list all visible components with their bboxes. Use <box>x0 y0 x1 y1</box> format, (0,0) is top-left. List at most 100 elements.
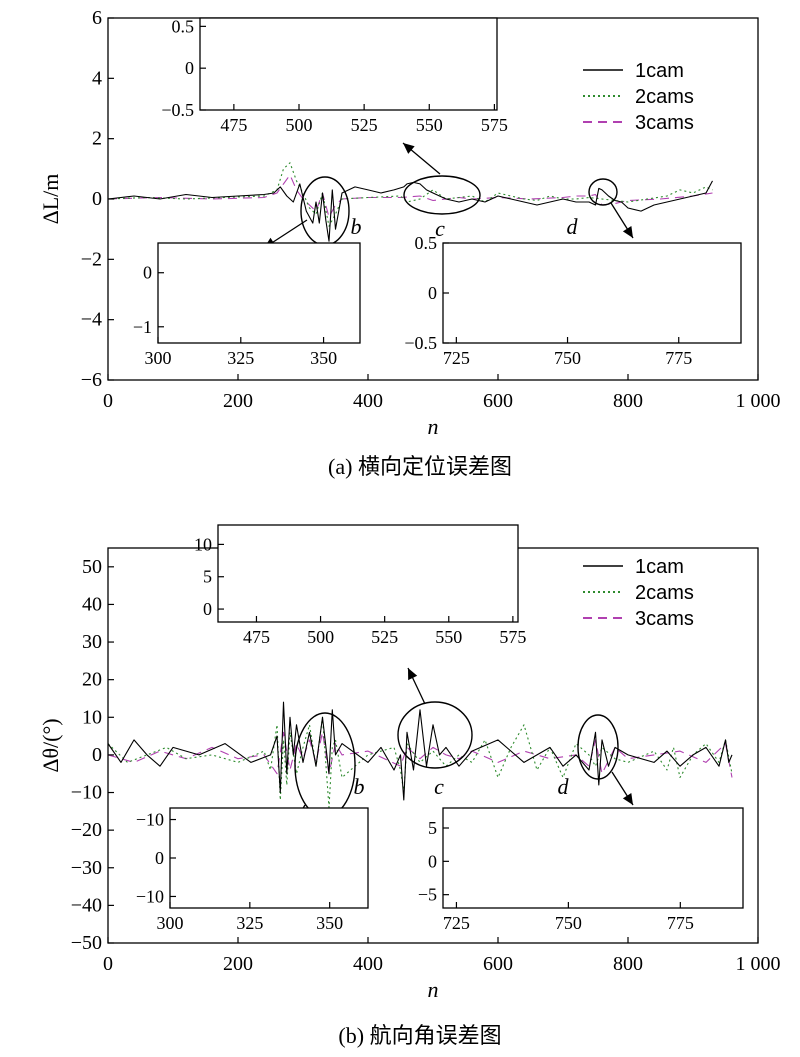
inset-b-d-xtick-label: 775 <box>667 913 694 933</box>
inset-b-d-ytick-label: 5 <box>428 818 437 838</box>
chart-b-ytick-label: 10 <box>82 706 102 728</box>
inset-a-d-xtick-label: 775 <box>665 348 692 368</box>
inset-a-c-ytick-label: 0.5 <box>172 16 195 36</box>
inset-a-b-xtick-label: 300 <box>145 348 172 368</box>
legend-label-3cams: 3cams <box>635 608 694 630</box>
inset-a-c-ytick-label: −0.5 <box>161 100 194 120</box>
caption-a: (a) 横向定位误差图 <box>328 454 512 479</box>
chart-b-xtick-label: 200 <box>223 953 253 975</box>
zoom-arrowhead <box>622 793 633 805</box>
chart-b-ylabel: Δθ/(°) <box>38 718 63 772</box>
chart-b-ytick-label: 40 <box>82 593 102 615</box>
inset-a-d-frame <box>442 242 742 344</box>
legend-label-3cams: 3cams <box>635 112 694 134</box>
chart-b-series-2cams <box>108 716 733 809</box>
chart-b-ytick-label: 30 <box>82 631 102 653</box>
zoom-ellipse <box>294 712 356 818</box>
chart-b-ytick-label: 20 <box>82 669 102 691</box>
inset-b-c-ytick-label: 10 <box>194 534 212 554</box>
inset-b-b: 300 325 350 −10 0 −10 <box>136 807 369 933</box>
chart-b-plot <box>108 701 733 809</box>
zoom-arrowhead <box>622 226 633 238</box>
chart-a-ytick-label: 4 <box>92 67 102 89</box>
chart-b-ytick-label: −40 <box>71 894 102 916</box>
chart-a-xtick-label: 800 <box>613 390 643 412</box>
inset-a-b-xtick-label: 325 <box>227 348 254 368</box>
inset-b-b-xtick-label: 325 <box>236 913 263 933</box>
inset-b-c-frame <box>217 524 519 623</box>
annotation-label: c <box>434 774 444 799</box>
inset-b-c-ytick-label: 0 <box>203 599 212 619</box>
zoom-arrowhead <box>403 143 415 154</box>
chart-b-xtick-label: 600 <box>483 953 513 975</box>
legend-a: 1cam 2cams 3cams <box>583 60 694 134</box>
inset-a-d: 725 750 775 −0.5 0 0.5 <box>404 233 742 368</box>
chart-b-ytick-label: 50 <box>82 556 102 578</box>
inset-a-c-xtick-label: 550 <box>416 115 443 135</box>
chart-a-ytick-label: 2 <box>92 128 102 150</box>
inset-a-c-frame <box>199 17 498 111</box>
inset-a-c: 475 500 525 550 575 −0.5 0 0.5 <box>161 16 508 135</box>
inset-b-b-ytick-label: −10 <box>136 886 164 906</box>
inset-b-d: 725 750 775 5 0 −5 <box>418 807 744 933</box>
inset-b-b-ytick-label: 0 <box>155 848 164 868</box>
zoom-ellipse <box>403 175 481 215</box>
inset-a-b-frame <box>157 242 361 344</box>
chart-a-xtick-label: 200 <box>223 390 253 412</box>
chart-a-series-3cams <box>108 174 713 218</box>
inset-b-c-xtick-label: 575 <box>499 627 526 647</box>
chart-b-ytick-label: −30 <box>71 857 102 879</box>
inset-a-b-ytick-label: −1 <box>133 317 152 337</box>
annotation-label: b <box>351 214 362 239</box>
inset-a-d-ytick-label: 0.5 <box>415 233 438 253</box>
inset-a-b: 300 325 350 −1 0 <box>133 242 361 368</box>
chart-a-ytick-label: 0 <box>92 188 102 210</box>
inset-b-b-xtick-label: 350 <box>316 913 343 933</box>
inset-b-b-ytick-label: −10 <box>136 810 164 830</box>
annotation-label: d <box>567 214 579 239</box>
inset-a-d-ytick-label: 0 <box>428 283 437 303</box>
zoom-ellipse <box>588 178 618 206</box>
chart-a-xtick-label: 600 <box>483 390 513 412</box>
inset-b-b-xtick-label: 300 <box>157 913 184 933</box>
chart-b-ytick-label: 0 <box>92 744 102 766</box>
inset-a-c-ytick-label: 0 <box>185 58 194 78</box>
inset-b-c-xtick-label: 500 <box>307 627 334 647</box>
inset-b-c-ytick-label: 5 <box>203 567 212 587</box>
chart-b-xtick-label: 800 <box>613 953 643 975</box>
legend-label-2cams: 2cams <box>635 86 694 108</box>
annotation-label: d <box>558 774 570 799</box>
chart-a-xtick-label: 1 000 <box>736 390 781 412</box>
chart-a-xlabel: n <box>428 414 439 439</box>
chart-b-series-1cam <box>108 701 733 801</box>
inset-b-d-ytick-label: 0 <box>428 851 437 871</box>
chart-b: 0 200 400 600 800 1 000−50−40−30−20−100102030… <box>38 547 781 1002</box>
chart-b-xtick-label: 0 <box>103 953 113 975</box>
chart-a-ylabel: ΔL/m <box>38 174 63 225</box>
inset-a-d-ytick-label: −0.5 <box>404 333 437 353</box>
caption-b: (b) 航向角误差图 <box>338 1023 501 1048</box>
chart-a-series-2cams <box>108 162 713 227</box>
inset-a-c-xtick-label: 575 <box>481 115 508 135</box>
inset-b-c-xtick-label: 550 <box>435 627 462 647</box>
chart-b-ytick-label: −20 <box>71 819 102 841</box>
zoom-ellipse <box>397 701 473 769</box>
inset-b-d-xtick-label: 750 <box>555 913 582 933</box>
chart-a-xtick-label: 0 <box>103 390 113 412</box>
chart-b-series-3cams <box>108 731 733 778</box>
zoom-arrowhead <box>408 668 418 681</box>
zoom-ellipse <box>577 714 619 780</box>
legend-label-1cam: 1cam <box>635 556 684 578</box>
inset-b-c: 475 500 525 550 575 0 5 10 <box>194 524 526 647</box>
chart-a-series-1cam <box>108 180 713 242</box>
chart-a-ytick-label: −6 <box>81 369 102 391</box>
inset-a-d-xtick-label: 725 <box>443 348 470 368</box>
chart-a-ytick-label: −4 <box>81 309 102 331</box>
legend-label-1cam: 1cam <box>635 60 684 82</box>
inset-b-c-xtick-label: 475 <box>243 627 270 647</box>
inset-a-c-xtick-label: 525 <box>351 115 378 135</box>
chart-b-xtick-label: 1 000 <box>736 953 781 975</box>
chart-a-xtick-label: 400 <box>353 390 383 412</box>
chart-b-xlabel: n <box>428 977 439 1002</box>
